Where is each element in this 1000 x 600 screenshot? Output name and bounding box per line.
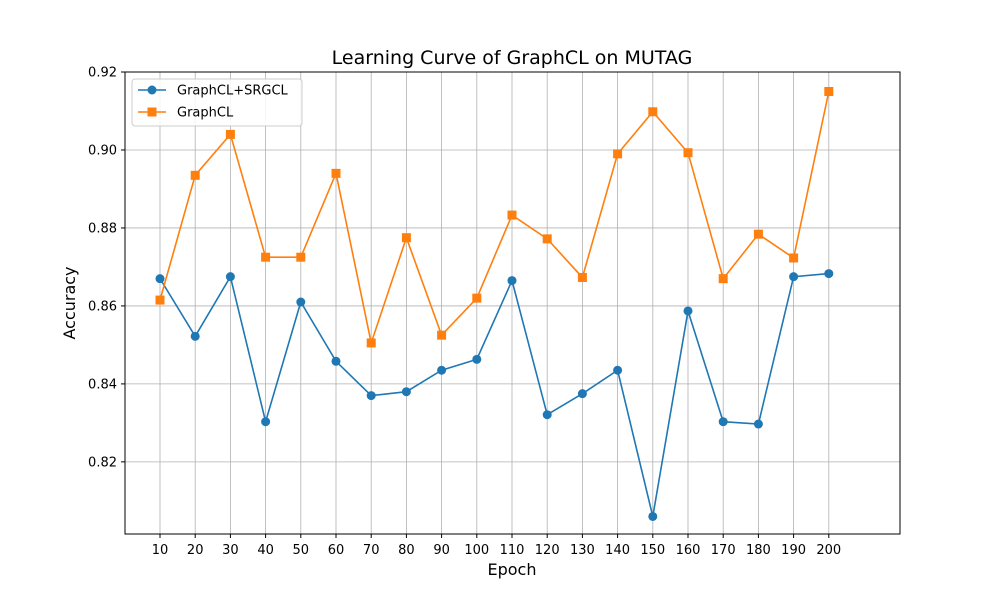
data-point: [366, 391, 376, 401]
data-point: [577, 389, 587, 399]
y-tick-label: 0.84: [88, 377, 117, 392]
x-tick-label: 100: [464, 543, 489, 558]
data-point: [718, 417, 728, 427]
data-point: [824, 269, 834, 279]
data-point: [190, 331, 200, 341]
legend-label: GraphCL: [177, 106, 234, 121]
data-point: [683, 306, 693, 316]
data-point: [155, 295, 165, 305]
grid-lines: [125, 71, 900, 534]
x-tick-label: 90: [433, 543, 450, 558]
data-point: [472, 293, 482, 303]
data-point: [613, 149, 623, 159]
x-tick-label: 70: [363, 543, 380, 558]
y-tick-label: 0.82: [88, 455, 117, 470]
data-point: [648, 107, 658, 117]
x-tick-label: 110: [500, 543, 525, 558]
data-point: [753, 229, 763, 239]
y-tick-label: 0.92: [88, 66, 117, 81]
data-point: [472, 354, 482, 364]
data-point: [577, 272, 587, 282]
data-point: [789, 272, 799, 282]
data-point: [401, 387, 411, 397]
x-tick-label: 190: [781, 543, 806, 558]
data-point: [542, 234, 552, 244]
x-tick-label: 10: [152, 543, 169, 558]
x-tick-label: 50: [293, 543, 310, 558]
data-point: [613, 365, 623, 375]
data-point: [648, 511, 658, 521]
legend-marker: [147, 107, 157, 117]
data-point: [261, 252, 271, 262]
x-tick-label: 140: [605, 543, 630, 558]
legend-box: [131, 78, 303, 127]
data-point: [824, 86, 834, 96]
data-point: [225, 129, 235, 139]
data-point: [437, 365, 447, 375]
chart-title: Learning Curve of GraphCL on MUTAG: [332, 47, 693, 69]
x-axis-label: Epoch: [488, 560, 537, 579]
data-point: [331, 168, 341, 178]
y-tick-label: 0.90: [88, 143, 117, 158]
series-line: [159, 91, 830, 347]
y-tick-label: 0.86: [88, 299, 117, 314]
data-point: [683, 148, 693, 158]
data-point: [155, 274, 165, 284]
x-tick-label: 60: [328, 543, 345, 558]
axis-ticks: 10 20 30 40 50 60 70 80 90 100 110 120 130 140 150 160 1…: [88, 66, 841, 559]
data-point: [331, 356, 341, 366]
x-tick-label: 130: [570, 543, 595, 558]
legend-label: GraphCL+SRGCL: [177, 84, 289, 99]
legend: GraphCL+SRGCL GraphCL: [131, 78, 303, 127]
y-axis-label: Accuracy: [60, 266, 79, 339]
data-point: [507, 210, 517, 220]
data-point: [401, 233, 411, 243]
data-point: [753, 419, 763, 429]
x-tick-label: 120: [535, 543, 560, 558]
x-tick-label: 80: [398, 543, 415, 558]
data-point: [296, 252, 306, 262]
y-tick-label: 0.88: [88, 221, 117, 236]
x-tick-label: 40: [257, 543, 274, 558]
x-tick-label: 20: [187, 543, 204, 558]
data-point: [261, 417, 271, 427]
x-tick-label: 150: [640, 543, 665, 558]
data-point: [718, 274, 728, 284]
data-point: [507, 276, 517, 286]
x-tick-label: 200: [816, 543, 841, 558]
data-point: [296, 297, 306, 307]
legend-marker: [147, 85, 157, 95]
plot-frame: [124, 71, 901, 535]
series-line: [159, 272, 829, 517]
data-point: [366, 338, 376, 348]
data-point: [190, 170, 200, 180]
data-point: [437, 330, 447, 340]
x-tick-label: 180: [746, 543, 771, 558]
data-point: [542, 410, 552, 420]
series-layer: [155, 86, 834, 521]
x-tick-label: 30: [222, 543, 239, 558]
data-point: [789, 253, 799, 263]
data-point: [225, 272, 235, 282]
x-tick-label: 160: [676, 543, 701, 558]
x-tick-label: 170: [711, 543, 736, 558]
